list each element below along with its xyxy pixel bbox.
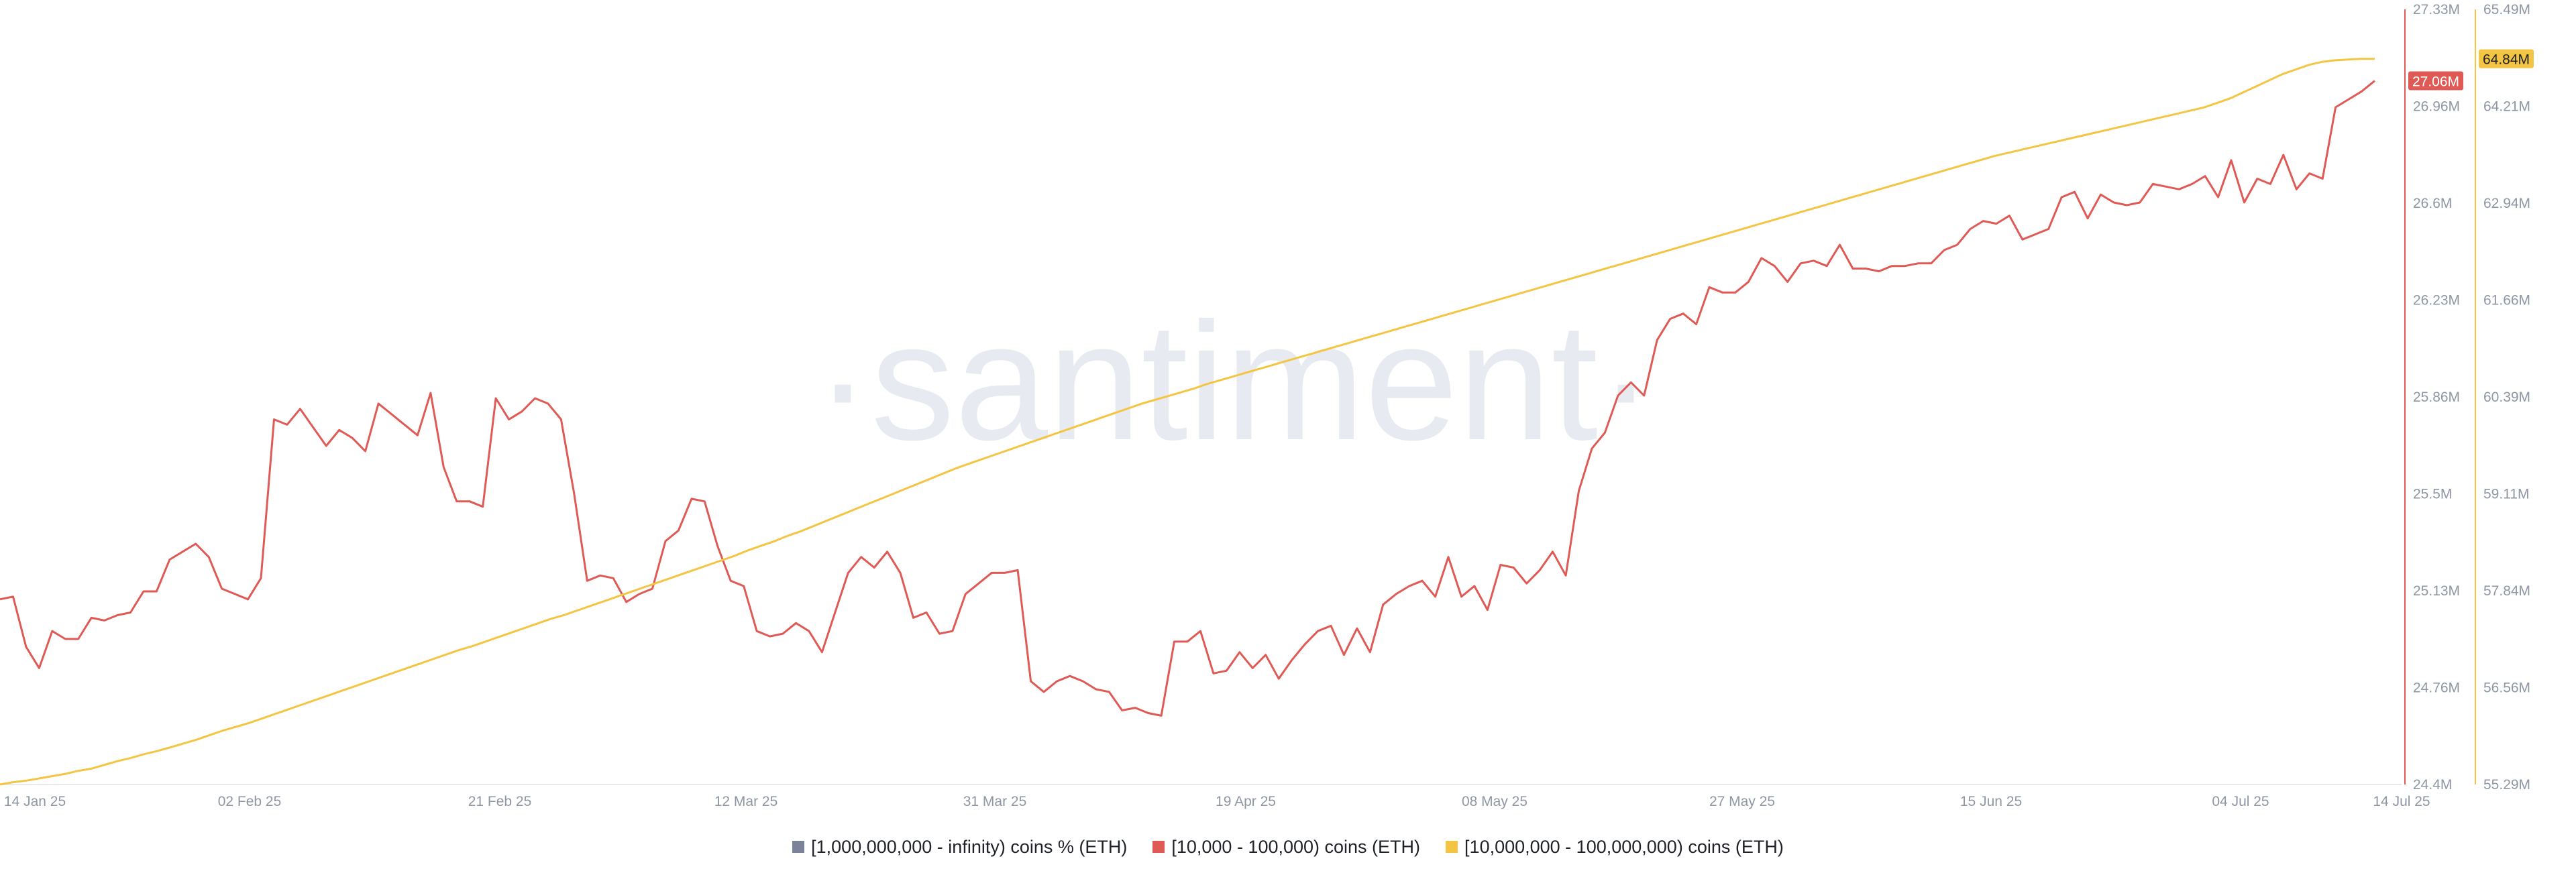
- legend-label: [10,000 - 100,000) coins (ETH): [1171, 836, 1421, 857]
- right-axis-tick-label: 55.29M: [2483, 777, 2530, 793]
- x-tick-label: 31 Mar 25: [963, 794, 1027, 809]
- left-axis-tick-label: 24.4M: [2413, 777, 2452, 793]
- x-tick-label: 27 May 25: [1709, 794, 1775, 809]
- right-axis-tick-label: 61.66M: [2483, 293, 2530, 308]
- left-axis-tick-label: 26.96M: [2413, 99, 2460, 115]
- x-tick-label: 04 Jul 25: [2212, 794, 2269, 809]
- x-tick-label: 14 Jan 25: [4, 794, 66, 809]
- last-value-badge-2: 64.84M: [2479, 49, 2534, 68]
- right-axis-tick-label: 59.11M: [2483, 487, 2530, 502]
- last-value-label: 64.84M: [2483, 52, 2530, 68]
- left-axis-tick-label: 25.86M: [2413, 390, 2460, 405]
- series-line-2: [0, 58, 2375, 786]
- series-line-1: [0, 80, 2375, 717]
- right-axis-tick-label: 65.49M: [2483, 2, 2530, 17]
- legend-item-1[interactable]: [10,000 - 100,000) coins (ETH): [1152, 837, 1420, 858]
- x-tick-label: 15 Jun 25: [1960, 794, 2022, 809]
- right-axis-tick-label: 64.21M: [2483, 99, 2530, 115]
- last-value-badge-1: 27.06M: [2408, 71, 2463, 91]
- legend-swatch: [1446, 841, 1458, 853]
- right-axis-tick-label: 56.56M: [2483, 681, 2530, 696]
- last-value-badge-bg: [2479, 49, 2534, 68]
- left-axis-tick-label: 26.23M: [2413, 293, 2460, 308]
- legend-swatch: [792, 841, 805, 853]
- right-axis-tick-label: 60.39M: [2483, 390, 2530, 405]
- santiment-watermark: ·santiment·: [815, 288, 1654, 475]
- right-axis-tick-label: 57.84M: [2483, 583, 2530, 599]
- right-axis-tick-label: 62.94M: [2483, 196, 2530, 211]
- legend-label: [10,000,000 - 100,000,000) coins (ETH): [1464, 836, 1784, 857]
- legend-label: [1,000,000,000 - infinity) coins % (ETH): [811, 836, 1128, 857]
- x-tick-label: 08 May 25: [1462, 794, 1527, 809]
- x-tick-label: 14 Jul 25: [2373, 794, 2430, 809]
- legend-item-2[interactable]: [10,000,000 - 100,000,000) coins (ETH): [1446, 837, 1784, 858]
- legend-swatch: [1152, 841, 1165, 853]
- x-tick-label: 21 Feb 25: [468, 794, 532, 809]
- last-value-label: 27.06M: [2412, 74, 2459, 90]
- chart-legend: [1,000,000,000 - infinity) coins % (ETH)…: [0, 830, 2576, 864]
- left-axis-tick-label: 26.6M: [2413, 196, 2452, 211]
- x-tick-label: 19 Apr 25: [1216, 794, 1276, 809]
- left-axis-tick-label: 25.13M: [2413, 583, 2460, 599]
- left-axis-tick-label: 27.33M: [2413, 2, 2460, 17]
- left-axis-tick-label: 25.5M: [2413, 487, 2452, 502]
- legend-item-0[interactable]: [1,000,000,000 - infinity) coins % (ETH): [792, 837, 1127, 858]
- left-axis-tick-label: 24.76M: [2413, 681, 2460, 696]
- x-tick-label: 02 Feb 25: [218, 794, 282, 809]
- x-tick-label: 12 Mar 25: [714, 794, 778, 809]
- last-value-badge-bg: [2408, 71, 2463, 91]
